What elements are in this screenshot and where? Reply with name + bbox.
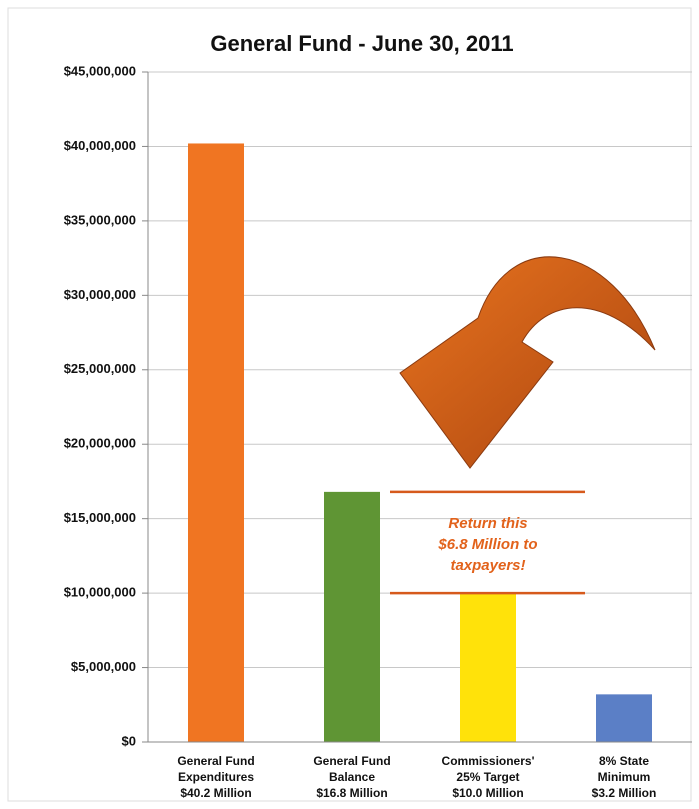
x-tick-label: General Fund (177, 754, 254, 768)
y-tick-label: $35,000,000 (64, 212, 136, 227)
x-tick-label: Minimum (598, 770, 651, 784)
x-tick-label: 25% Target (456, 770, 519, 784)
y-tick-label: $15,000,000 (64, 510, 136, 525)
x-tick-label: 8% State (599, 754, 649, 768)
value-label: $16.8 Million (316, 786, 387, 800)
y-tick-label: $0 (122, 733, 136, 748)
y-tick-label: $5,000,000 (71, 659, 136, 674)
y-tick-label: $40,000,000 (64, 138, 136, 153)
x-tick-label: Expenditures (178, 770, 254, 784)
bar (188, 143, 244, 742)
x-tick-label: General Fund (313, 754, 390, 768)
bar (460, 593, 516, 742)
annotation: $6.8 Million to (437, 536, 537, 553)
y-tick-label: $10,000,000 (64, 585, 136, 600)
y-tick-label: $20,000,000 (64, 436, 136, 451)
arrow (399, 256, 656, 469)
annotation: Return this (448, 515, 527, 532)
y-tick-label: $45,000,000 (64, 63, 136, 78)
bar (596, 694, 652, 742)
x-tick-label: Balance (329, 770, 375, 784)
frame (7, 7, 692, 802)
x-tick-label: Commissioners' (442, 754, 535, 768)
value-label: $40.2 Million (180, 786, 251, 800)
plot: $0 $5,000,000 $10,000,000 $15,000,000 $20,00… (64, 63, 692, 800)
y-tick-label: $30,000,000 (64, 287, 136, 302)
bar (324, 491, 380, 742)
value-label: $3.2 Million (592, 786, 657, 800)
chart-title: General Fund - June 30, 2011 (210, 31, 513, 56)
annotation: taxpayers! (450, 557, 525, 574)
value-label: $10.0 Million (452, 786, 523, 800)
y-tick-label: $25,000,000 (64, 361, 136, 376)
